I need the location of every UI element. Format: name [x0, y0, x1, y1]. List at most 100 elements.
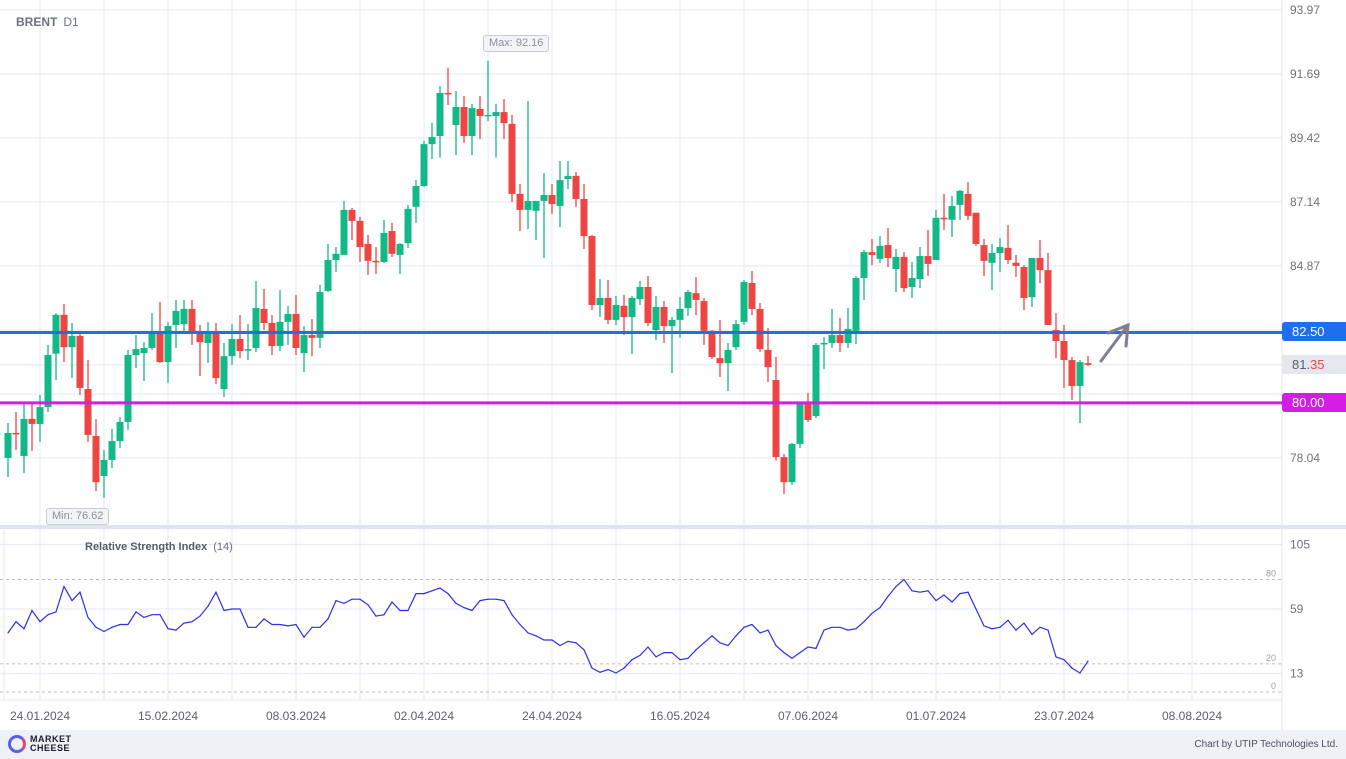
resistance-price-label[interactable]: 82.50 — [1282, 322, 1346, 341]
candle — [532, 200, 540, 241]
candle-body — [420, 144, 428, 187]
candle — [716, 319, 724, 377]
candle-body — [852, 277, 860, 331]
candle — [572, 171, 580, 207]
rsi-point — [143, 616, 145, 619]
rsi-point — [719, 642, 721, 644]
rsi-point — [407, 609, 409, 612]
candle — [620, 294, 628, 336]
horizontal-levels[interactable] — [0, 331, 1282, 405]
candle — [796, 401, 804, 449]
rsi-point — [231, 608, 233, 610]
candle-body — [772, 380, 780, 458]
candle — [220, 342, 228, 397]
candle-body — [364, 243, 372, 261]
rsi-point — [743, 626, 745, 628]
candle — [84, 360, 92, 442]
rsi-level-label: 80 — [1266, 569, 1276, 579]
rsi-point — [503, 600, 505, 602]
rsi-point — [975, 608, 977, 610]
candle — [820, 337, 828, 370]
trend-arrow-icon[interactable] — [1099, 322, 1130, 363]
rsi-point — [87, 616, 89, 619]
candle — [812, 342, 820, 419]
candle — [1044, 252, 1052, 325]
candle-body — [644, 286, 652, 323]
rsi-point — [591, 667, 593, 669]
candle-body — [956, 190, 964, 205]
candle — [788, 443, 796, 485]
rsi-point — [935, 600, 937, 602]
max-label: Max: 92.16 — [483, 35, 550, 52]
candle — [100, 450, 108, 498]
candle — [892, 249, 900, 293]
candle — [108, 428, 116, 469]
candle-body — [44, 355, 52, 408]
candle-body — [124, 355, 132, 422]
rsi-point — [695, 649, 697, 651]
candle — [476, 96, 484, 140]
rsi-point — [463, 607, 465, 609]
candle — [236, 315, 244, 359]
rsi-point — [855, 628, 857, 630]
rsi-point — [279, 623, 281, 626]
date-tick-label: 24.01.2024 — [10, 709, 70, 723]
rsi-point — [1023, 622, 1025, 624]
candle — [228, 324, 236, 365]
candle-body — [132, 349, 140, 356]
rsi-point — [1063, 659, 1065, 661]
candle — [612, 295, 620, 325]
rsi-point — [311, 626, 313, 628]
rsi-point — [15, 621, 17, 623]
candle — [508, 114, 516, 203]
candle — [884, 227, 892, 268]
rsi-point — [383, 614, 385, 616]
rsi-point — [263, 618, 265, 620]
rsi-point — [327, 618, 329, 620]
candle-body — [492, 112, 500, 117]
candle — [492, 103, 500, 158]
candle-body — [116, 421, 124, 442]
rsi-point — [359, 598, 361, 600]
candle — [428, 122, 436, 160]
candle — [188, 299, 196, 345]
candle-body — [92, 436, 100, 483]
candle-body — [20, 418, 28, 456]
price-tick-label: 78.04 — [1290, 451, 1320, 465]
candle — [380, 220, 388, 264]
candle-body — [980, 245, 988, 261]
support-price-label[interactable]: 80.00 — [1282, 393, 1346, 412]
rsi-point — [1047, 629, 1049, 631]
candle — [804, 392, 812, 422]
candle-body — [588, 236, 596, 305]
candle-body — [260, 308, 268, 323]
candle-body — [828, 335, 836, 343]
candle-body — [196, 331, 204, 343]
rsi-point — [127, 623, 129, 626]
candle-body — [428, 137, 436, 145]
candle-body — [172, 310, 180, 325]
rsi-point — [599, 671, 601, 673]
min-label: Min: 76.62 — [46, 508, 110, 525]
candle-body — [876, 245, 884, 259]
candle — [308, 319, 316, 357]
candle — [276, 290, 284, 352]
candle — [1020, 265, 1028, 311]
candle — [708, 330, 716, 359]
rsi-point — [943, 594, 945, 596]
rsi-point — [1007, 619, 1009, 621]
candle — [444, 67, 452, 106]
rsi-point — [951, 601, 953, 603]
candle — [420, 140, 428, 187]
candle — [396, 243, 404, 275]
candle-body — [100, 459, 108, 476]
candle — [172, 299, 180, 349]
rsi-tick-label: 59 — [1290, 602, 1304, 616]
rsi-point — [367, 604, 369, 606]
candle-body — [516, 193, 524, 210]
date-tick-label: 24.04.2024 — [522, 709, 582, 723]
candle — [836, 317, 844, 352]
candle-body — [916, 256, 924, 280]
candle-body — [892, 256, 900, 269]
